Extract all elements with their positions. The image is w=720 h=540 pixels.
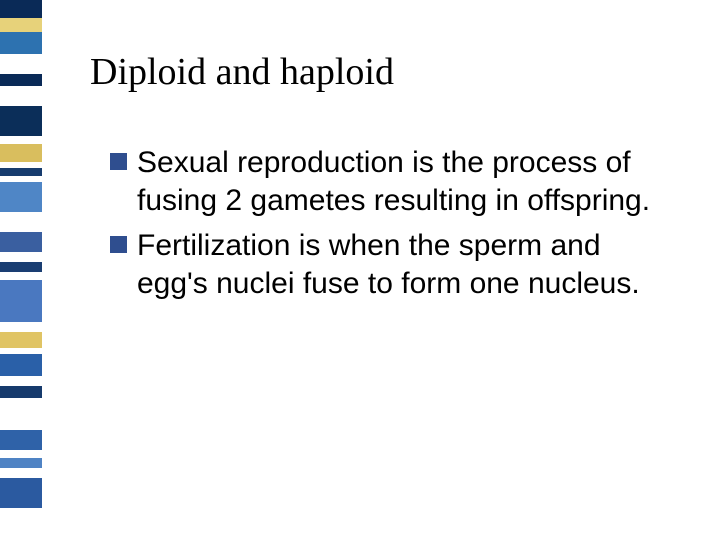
sidebar-stripe bbox=[0, 280, 42, 322]
bullet-item: Sexual reproduction is the process of fu… bbox=[110, 144, 680, 221]
sidebar-stripe bbox=[0, 272, 42, 280]
sidebar-stripe bbox=[0, 450, 42, 458]
bullet-list: Sexual reproduction is the process of fu… bbox=[90, 144, 680, 304]
sidebar-stripe bbox=[0, 468, 42, 478]
sidebar-stripe bbox=[0, 478, 42, 508]
sidebar-stripe bbox=[0, 168, 42, 176]
square-bullet-icon bbox=[110, 153, 127, 170]
sidebar-stripe bbox=[0, 262, 42, 272]
sidebar-stripe bbox=[0, 458, 42, 468]
sidebar-stripe bbox=[0, 106, 42, 136]
sidebar-stripe bbox=[0, 376, 42, 386]
sidebar-stripe bbox=[0, 144, 42, 162]
sidebar-stripe bbox=[0, 332, 42, 348]
sidebar-stripe bbox=[0, 182, 42, 212]
sidebar-stripe bbox=[0, 232, 42, 252]
sidebar-stripe bbox=[0, 0, 42, 18]
sidebar-stripe bbox=[0, 136, 42, 144]
sidebar-stripe bbox=[0, 354, 42, 376]
sidebar-stripe bbox=[0, 430, 42, 450]
sidebar-stripe bbox=[0, 322, 42, 332]
sidebar-stripe bbox=[0, 386, 42, 398]
sidebar-stripe bbox=[0, 212, 42, 232]
sidebar-stripe bbox=[0, 86, 42, 106]
decorative-sidebar bbox=[0, 0, 42, 540]
sidebar-stripe bbox=[0, 398, 42, 430]
sidebar-stripe bbox=[0, 18, 42, 32]
bullet-text: Sexual reproduction is the process of fu… bbox=[137, 144, 667, 221]
sidebar-stripe bbox=[0, 508, 42, 540]
sidebar-stripe bbox=[0, 32, 42, 54]
bullet-item: Fertilization is when the sperm and egg'… bbox=[110, 227, 680, 304]
sidebar-stripe bbox=[0, 252, 42, 262]
sidebar-stripe bbox=[0, 54, 42, 74]
sidebar-stripe bbox=[0, 74, 42, 86]
slide-content: Diploid and haploid Sexual reproduction … bbox=[90, 50, 680, 310]
square-bullet-icon bbox=[110, 236, 127, 253]
bullet-text: Fertilization is when the sperm and egg'… bbox=[137, 227, 667, 304]
slide-title: Diploid and haploid bbox=[90, 50, 680, 94]
